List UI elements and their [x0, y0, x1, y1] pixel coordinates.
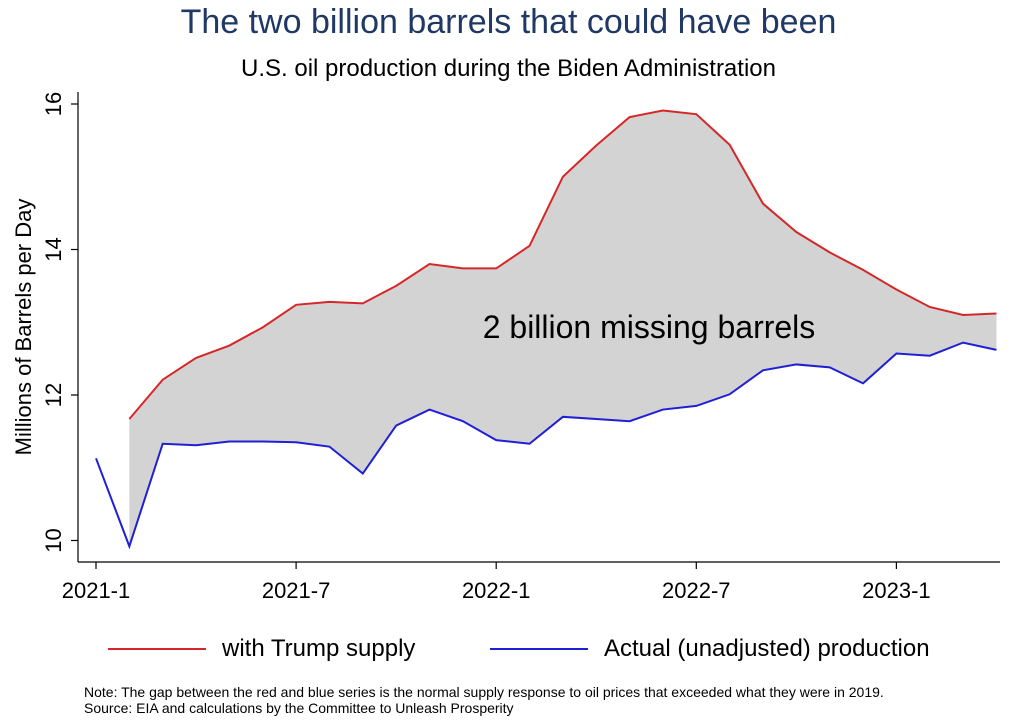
x-tick-label: 2021-7 — [262, 578, 331, 603]
legend: with Trump supply Actual (unadjusted) pr… — [0, 633, 1017, 667]
x-tick-label: 2022-1 — [462, 578, 531, 603]
legend-label-actual-production: Actual (unadjusted) production — [604, 635, 930, 662]
axes — [77, 92, 1000, 563]
y-tick-label: 16 — [41, 92, 66, 116]
gap-annotation: 2 billion missing barrels — [483, 309, 816, 345]
y-axis-label: Millions of Barrels per Day — [11, 199, 36, 456]
chart-subtitle: U.S. oil production during the Biden Adm… — [241, 55, 776, 82]
x-tick-label: 2021-1 — [62, 578, 131, 603]
y-tick-label: 12 — [41, 383, 66, 407]
chart-title: The two billion barrels that could have … — [180, 3, 837, 41]
footnote-note: Note: The gap between the red and blue s… — [84, 684, 884, 700]
footnote-source: Source: EIA and calculations by the Comm… — [84, 700, 514, 716]
footnote: Note: The gap between the red and blue s… — [84, 684, 884, 716]
y-tick-label: 14 — [41, 237, 66, 261]
series-line-trump-supply — [128, 109, 997, 420]
legend-swatch-trump-supply — [108, 648, 206, 650]
y-tick-label: 10 — [41, 528, 66, 552]
x-tick-label: 2023-1 — [862, 578, 931, 603]
chart-plot: 10 12 14 16 2021-1 2021-7 2022-1 2022-7 2023-1 2… — [11, 92, 1000, 603]
gap-area — [129, 110, 997, 547]
legend-swatch-actual-production — [490, 648, 588, 650]
x-tick-label: 2022-7 — [662, 578, 731, 603]
legend-label-trump-supply: with Trump supply — [222, 635, 416, 662]
series-line-actual-production — [95, 341, 997, 550]
